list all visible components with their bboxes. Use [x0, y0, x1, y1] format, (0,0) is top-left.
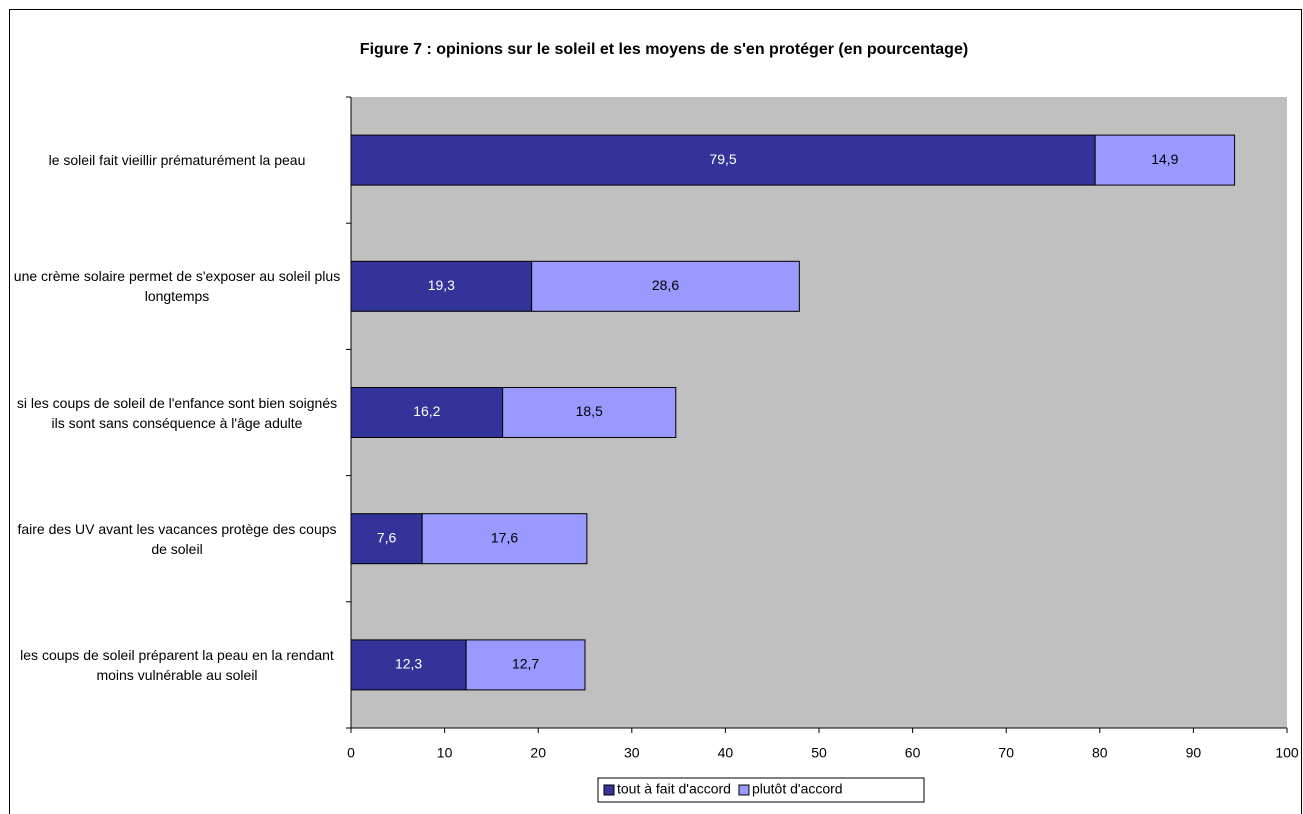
x-tick-label: 100 [1275, 745, 1299, 761]
data-label: 19,3 [428, 277, 455, 293]
data-label: 7,6 [377, 529, 397, 545]
bar-segment [350, 639, 467, 691]
x-tick-label: 90 [1186, 745, 1202, 761]
legend-swatch [738, 784, 750, 796]
legend-swatch [603, 784, 615, 796]
data-label: 79,5 [709, 151, 736, 167]
x-tick-label: 30 [624, 745, 640, 761]
data-label: 17,6 [491, 529, 518, 545]
x-tick-label: 50 [811, 745, 827, 761]
category-label-box: faire des UV avant les vacances protège … [17, 520, 337, 557]
bar-segment [465, 639, 586, 691]
y-tick-label: le soleil fait vieillir prématurément la… [48, 152, 306, 169]
bar-segment [350, 260, 533, 312]
bar-segment [531, 260, 800, 312]
y-tick-label: une crème solaire permet de s'exposer au… [13, 268, 341, 305]
category-label-box: le soleil fait vieillir prématurément la… [48, 152, 306, 169]
bar-segment [350, 513, 423, 565]
legend-label: tout à fait d'accord [617, 781, 731, 797]
data-label: 12,3 [395, 656, 422, 672]
legend-box [597, 777, 925, 803]
legend-label: plutôt d'accord [752, 781, 843, 797]
x-tick-label: 60 [905, 745, 921, 761]
x-tick-label: 20 [530, 745, 546, 761]
bar-segment [502, 387, 677, 438]
x-tick-label: 0 [347, 745, 355, 761]
x-tick-label: 40 [718, 745, 734, 761]
bar-segment [421, 513, 588, 565]
category-label-box: une crème solaire permet de s'exposer au… [13, 268, 341, 305]
x-tick-label: 70 [998, 745, 1014, 761]
y-tick-label: les coups de soleil préparent la peau en… [20, 646, 334, 683]
data-label: 12,7 [512, 656, 539, 672]
chart-border [9, 9, 1302, 814]
data-label: 14,9 [1151, 151, 1178, 167]
category-label-box: les coups de soleil préparent la peau en… [20, 646, 334, 683]
bar-segment [350, 134, 1096, 186]
data-label: 28,6 [652, 277, 679, 293]
data-label: 18,5 [576, 403, 603, 419]
chart-title: Figure 7 : opinions sur le soleil et les… [360, 41, 968, 58]
bar-segment [1094, 134, 1236, 186]
bar-segment [350, 387, 504, 438]
data-label: 16,2 [413, 403, 440, 419]
y-tick-label: si les coups de soleil de l'enfance sont… [16, 394, 338, 431]
x-tick-label: 10 [437, 745, 453, 761]
y-tick-label: faire des UV avant les vacances protège … [17, 520, 337, 557]
category-label-box: si les coups de soleil de l'enfance sont… [16, 394, 338, 431]
x-tick-label: 80 [1092, 745, 1108, 761]
